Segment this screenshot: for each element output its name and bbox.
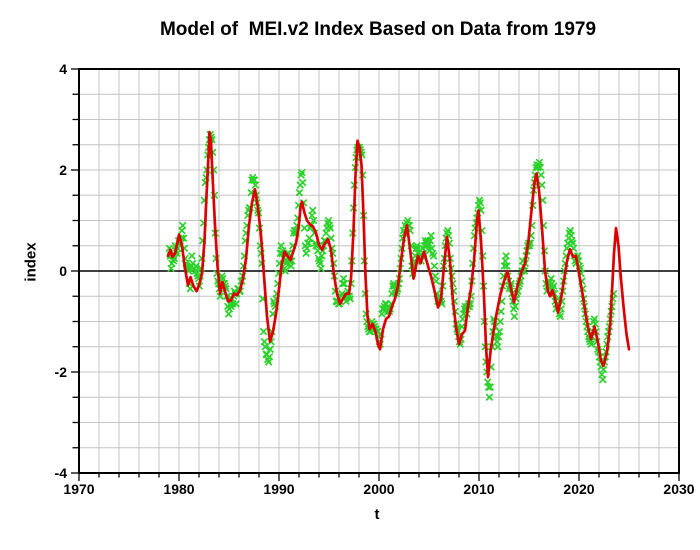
x-tick-label: 2000: [363, 481, 394, 497]
y-tick-label: 0: [59, 263, 67, 279]
y-tick-label: 2: [59, 162, 67, 178]
x-tick-label: 1980: [163, 481, 194, 497]
x-tick-label: 1990: [263, 481, 294, 497]
observed-scatter: [165, 130, 618, 402]
x-tick-label: 2010: [463, 481, 494, 497]
x-axis-label: t: [374, 506, 380, 523]
tick-layer: [71, 68, 680, 481]
x-tick-label: 2020: [563, 481, 594, 497]
chart-title: Model of MEI.v2 Index Based on Data from…: [159, 19, 597, 40]
y-tick-label: -2: [55, 364, 68, 380]
x-tick-label: 1970: [63, 481, 94, 497]
y-tick-label: -4: [55, 465, 68, 481]
model-line: [166, 130, 631, 379]
tick-label-layer: 1970 1980 1990 2000 2010 2020 2030 4 2 0 -2 -4: [55, 61, 695, 497]
x-tick-label: 2030: [663, 481, 694, 497]
y-tick-label: 4: [59, 61, 67, 77]
